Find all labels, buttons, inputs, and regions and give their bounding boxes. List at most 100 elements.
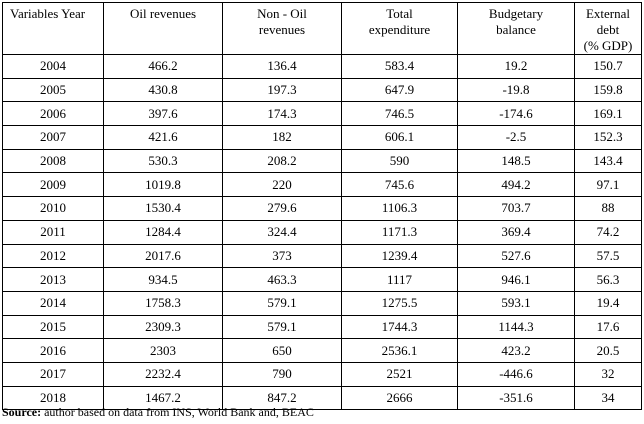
value-cell: 579.1 <box>222 314 342 340</box>
value-cell: -2.5 <box>457 125 575 150</box>
table-row: 2013 934.5 463.3 1117 946.1 56.3 <box>2 267 642 292</box>
table-row: 2017 2232.4 790 2521 -446.6 32 <box>2 361 642 387</box>
value-cell: 152.3 <box>574 125 642 150</box>
value-cell: 397.6 <box>103 101 223 127</box>
value-cell: 19.4 <box>574 290 642 316</box>
header-text: revenues <box>258 22 306 37</box>
value-cell: 20.5 <box>574 338 642 363</box>
table-row: 2015 2309.3 579.1 1744.3 1144.3 17.6 <box>2 314 642 340</box>
value-cell: 934.5 <box>103 267 223 292</box>
header-cell: Total expenditure <box>341 2 458 55</box>
value-cell: 745.6 <box>341 172 458 198</box>
header-cell: Non - Oil revenues <box>222 2 342 55</box>
value-cell: -19.8 <box>457 77 575 103</box>
value-cell: 593.1 <box>457 290 575 316</box>
value-cell: 650 <box>222 338 342 363</box>
value-cell: 1275.5 <box>341 290 458 316</box>
table-body: 2004 466.2 136.4 583.4 19.2 150.7 2005 430.8 197… <box>2 54 642 411</box>
value-cell: 2303 <box>103 338 223 363</box>
year-cell: 2016 <box>2 338 104 363</box>
value-cell: 208.2 <box>222 148 342 174</box>
value-cell: 579.1 <box>222 290 342 316</box>
header-cell: Variables Year <box>2 2 104 55</box>
table-row: 2012 2017.6 373 1239.4 527.6 57.5 <box>2 243 642 269</box>
year-cell: 2004 <box>2 54 104 79</box>
data-table: Variables Year Oil revenues Non - Oil reven… <box>2 2 642 411</box>
value-cell: 32 <box>574 361 642 387</box>
year-cell: 2006 <box>2 101 104 127</box>
value-cell: 463.3 <box>222 267 342 292</box>
value-cell: -174.6 <box>457 101 575 127</box>
value-cell: 946.1 <box>457 267 575 292</box>
value-cell: 466.2 <box>103 54 223 79</box>
year-cell: 2013 <box>2 267 104 292</box>
value-cell: 1106.3 <box>341 196 458 221</box>
header-text: Oil revenues <box>129 6 197 21</box>
value-cell: 590 <box>341 148 458 174</box>
value-cell: 1467.2 <box>103 385 223 411</box>
table-row: 2010 1530.4 279.6 1106.3 703.7 88 <box>2 196 642 221</box>
value-cell: 1744.3 <box>341 314 458 340</box>
value-cell: 220 <box>222 172 342 198</box>
value-cell: 606.1 <box>341 125 458 150</box>
value-cell: 159.8 <box>574 77 642 103</box>
year-cell: 2009 <box>2 172 104 198</box>
value-cell: 324.4 <box>222 219 342 245</box>
value-cell: 583.4 <box>341 54 458 79</box>
value-cell: 182 <box>222 125 342 150</box>
value-cell: 423.2 <box>457 338 575 363</box>
table-row: 2016 2303 650 2536.1 423.2 20.5 <box>2 338 642 363</box>
header-cell: Oil revenues <box>103 2 223 55</box>
table-row: 2018 1467.2 847.2 2666 -351.6 34 <box>2 385 642 411</box>
value-cell: 19.2 <box>457 54 575 79</box>
value-cell: 1171.3 <box>341 219 458 245</box>
value-cell: 17.6 <box>574 314 642 340</box>
header-row: Variables Year Oil revenues Non - Oil reven… <box>2 2 642 55</box>
value-cell: 34 <box>574 385 642 411</box>
value-cell: 143.4 <box>574 148 642 174</box>
header-text: Non - Oil <box>257 6 307 21</box>
value-cell: 369.4 <box>457 219 575 245</box>
year-cell: 2012 <box>2 243 104 269</box>
header-text: Variables Year <box>10 6 86 21</box>
value-cell: 2521 <box>341 361 458 387</box>
source-text: author based on data from INS, World Ban… <box>44 405 314 419</box>
value-cell: 1239.4 <box>341 243 458 269</box>
value-cell: 197.3 <box>222 77 342 103</box>
year-cell: 2014 <box>2 290 104 316</box>
value-cell: 279.6 <box>222 196 342 221</box>
table-row: 2007 421.6 182 606.1 -2.5 152.3 <box>2 125 642 150</box>
value-cell: 430.8 <box>103 77 223 103</box>
value-cell: 1019.8 <box>103 172 223 198</box>
value-cell: -351.6 <box>457 385 575 411</box>
value-cell: 373 <box>222 243 342 269</box>
value-cell: 1117 <box>341 267 458 292</box>
value-cell: 74.2 <box>574 219 642 245</box>
value-cell: 136.4 <box>222 54 342 79</box>
value-cell: 174.3 <box>222 101 342 127</box>
value-cell: 746.5 <box>341 101 458 127</box>
table-row: 2009 1019.8 220 745.6 494.2 97.1 <box>2 172 642 198</box>
value-cell: 1530.4 <box>103 196 223 221</box>
table-row: 2008 530.3 208.2 590 148.5 143.4 <box>2 148 642 174</box>
value-cell: 169.1 <box>574 101 642 127</box>
year-cell: 2005 <box>2 77 104 103</box>
table-row: 2005 430.8 197.3 647.9 -19.8 159.8 <box>2 77 642 103</box>
header-text: Budgetary <box>488 6 544 21</box>
header-text: expenditure <box>368 22 431 37</box>
table-row: 2014 1758.3 579.1 1275.5 593.1 19.4 <box>2 290 642 316</box>
value-cell: 57.5 <box>574 243 642 269</box>
year-cell: 2008 <box>2 148 104 174</box>
table-row: 2004 466.2 136.4 583.4 19.2 150.7 <box>2 54 642 79</box>
year-cell: 2011 <box>2 219 104 245</box>
year-cell: 2017 <box>2 361 104 387</box>
value-cell: 2536.1 <box>341 338 458 363</box>
value-cell: 647.9 <box>341 77 458 103</box>
header-text: balance <box>496 22 536 37</box>
value-cell: 2232.4 <box>103 361 223 387</box>
value-cell: 88 <box>574 196 642 221</box>
header-text: Total <box>386 6 413 21</box>
source-label: Source: <box>2 405 42 419</box>
value-cell: 2017.6 <box>103 243 223 269</box>
